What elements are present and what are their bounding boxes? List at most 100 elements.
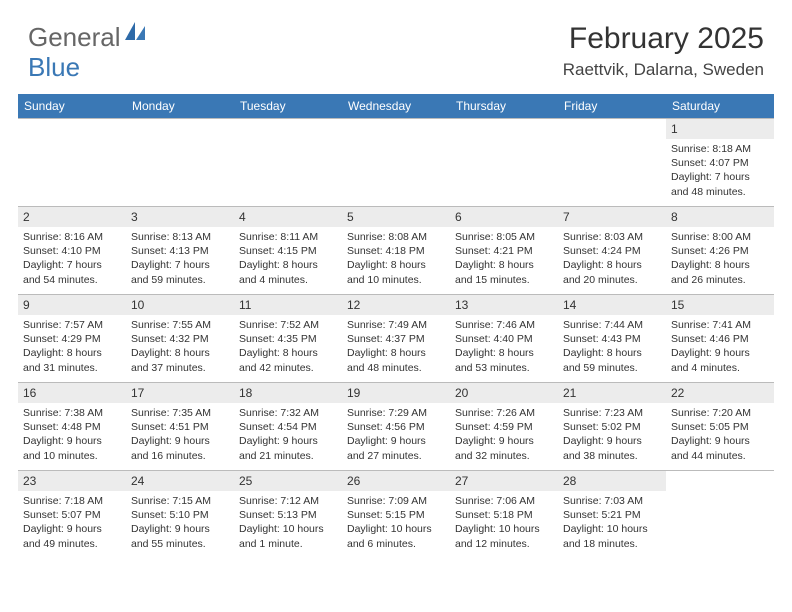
table-row: 9Sunrise: 7:57 AMSunset: 4:29 PMDaylight… [18, 295, 774, 383]
day-cell: 28Sunrise: 7:03 AMSunset: 5:21 PMDayligh… [558, 471, 666, 559]
day-details: Sunrise: 8:03 AMSunset: 4:24 PMDaylight:… [558, 227, 666, 290]
sunset-text: Sunset: 4:35 PM [239, 332, 337, 346]
day-cell: 25Sunrise: 7:12 AMSunset: 5:13 PMDayligh… [234, 471, 342, 559]
day-details: Sunrise: 7:06 AMSunset: 5:18 PMDaylight:… [450, 491, 558, 554]
daylight-text: Daylight: 9 hours and 55 minutes. [131, 522, 229, 550]
day-number: 22 [666, 383, 774, 403]
sunset-text: Sunset: 4:43 PM [563, 332, 661, 346]
sunset-text: Sunset: 4:26 PM [671, 244, 769, 258]
day-details: Sunrise: 7:15 AMSunset: 5:10 PMDaylight:… [126, 491, 234, 554]
sunrise-text: Sunrise: 8:13 AM [131, 230, 229, 244]
calendar-head: SundayMondayTuesdayWednesdayThursdayFrid… [18, 94, 774, 119]
sunrise-text: Sunrise: 8:05 AM [455, 230, 553, 244]
day-details: Sunrise: 7:55 AMSunset: 4:32 PMDaylight:… [126, 315, 234, 378]
day-cell: 24Sunrise: 7:15 AMSunset: 5:10 PMDayligh… [126, 471, 234, 559]
weekday-header: Thursday [450, 94, 558, 119]
sunrise-text: Sunrise: 7:35 AM [131, 406, 229, 420]
day-details: Sunrise: 8:11 AMSunset: 4:15 PMDaylight:… [234, 227, 342, 290]
sunrise-text: Sunrise: 7:52 AM [239, 318, 337, 332]
day-number: 6 [450, 207, 558, 227]
daylight-text: Daylight: 7 hours and 54 minutes. [23, 258, 121, 286]
sunset-text: Sunset: 4:37 PM [347, 332, 445, 346]
weekday-header: Tuesday [234, 94, 342, 119]
day-details: Sunrise: 7:49 AMSunset: 4:37 PMDaylight:… [342, 315, 450, 378]
sunset-text: Sunset: 4:54 PM [239, 420, 337, 434]
day-details: Sunrise: 7:09 AMSunset: 5:15 PMDaylight:… [342, 491, 450, 554]
day-number: 5 [342, 207, 450, 227]
sunrise-text: Sunrise: 8:18 AM [671, 142, 769, 156]
sunrise-text: Sunrise: 7:44 AM [563, 318, 661, 332]
sunset-text: Sunset: 4:18 PM [347, 244, 445, 258]
table-row: 23Sunrise: 7:18 AMSunset: 5:07 PMDayligh… [18, 471, 774, 559]
daylight-text: Daylight: 9 hours and 16 minutes. [131, 434, 229, 462]
day-details: Sunrise: 7:46 AMSunset: 4:40 PMDaylight:… [450, 315, 558, 378]
sunset-text: Sunset: 4:24 PM [563, 244, 661, 258]
location-text: Raettvik, Dalarna, Sweden [563, 60, 764, 80]
day-cell: 21Sunrise: 7:23 AMSunset: 5:02 PMDayligh… [558, 383, 666, 471]
weekday-header: Saturday [666, 94, 774, 119]
daylight-text: Daylight: 10 hours and 12 minutes. [455, 522, 553, 550]
day-details: Sunrise: 7:52 AMSunset: 4:35 PMDaylight:… [234, 315, 342, 378]
day-number: 10 [126, 295, 234, 315]
title-block: February 2025 Raettvik, Dalarna, Sweden [563, 22, 764, 80]
calendar-table: SundayMondayTuesdayWednesdayThursdayFrid… [18, 94, 774, 559]
sunrise-text: Sunrise: 7:29 AM [347, 406, 445, 420]
sunrise-text: Sunrise: 7:32 AM [239, 406, 337, 420]
day-details: Sunrise: 7:18 AMSunset: 5:07 PMDaylight:… [18, 491, 126, 554]
daylight-text: Daylight: 10 hours and 18 minutes. [563, 522, 661, 550]
sunset-text: Sunset: 4:13 PM [131, 244, 229, 258]
day-number: 21 [558, 383, 666, 403]
day-cell: 9Sunrise: 7:57 AMSunset: 4:29 PMDaylight… [18, 295, 126, 383]
sunset-text: Sunset: 5:15 PM [347, 508, 445, 522]
day-number: 4 [234, 207, 342, 227]
day-cell: 27Sunrise: 7:06 AMSunset: 5:18 PMDayligh… [450, 471, 558, 559]
sunset-text: Sunset: 5:05 PM [671, 420, 769, 434]
day-number: 9 [18, 295, 126, 315]
page-header: General February 2025 Raettvik, Dalarna,… [0, 0, 792, 88]
sunrise-text: Sunrise: 8:11 AM [239, 230, 337, 244]
day-number: 17 [126, 383, 234, 403]
sunset-text: Sunset: 5:02 PM [563, 420, 661, 434]
day-number: 18 [234, 383, 342, 403]
sunrise-text: Sunrise: 7:26 AM [455, 406, 553, 420]
daylight-text: Daylight: 8 hours and 37 minutes. [131, 346, 229, 374]
weekday-header: Sunday [18, 94, 126, 119]
table-row: 1Sunrise: 8:18 AMSunset: 4:07 PMDaylight… [18, 119, 774, 207]
sunset-text: Sunset: 4:15 PM [239, 244, 337, 258]
sunset-text: Sunset: 5:07 PM [23, 508, 121, 522]
day-number: 11 [234, 295, 342, 315]
day-details: Sunrise: 7:38 AMSunset: 4:48 PMDaylight:… [18, 403, 126, 466]
table-row: 16Sunrise: 7:38 AMSunset: 4:48 PMDayligh… [18, 383, 774, 471]
daylight-text: Daylight: 7 hours and 48 minutes. [671, 170, 769, 198]
sunset-text: Sunset: 4:07 PM [671, 156, 769, 170]
day-number: 19 [342, 383, 450, 403]
sunset-text: Sunset: 4:48 PM [23, 420, 121, 434]
day-cell [342, 119, 450, 207]
daylight-text: Daylight: 9 hours and 27 minutes. [347, 434, 445, 462]
day-number: 12 [342, 295, 450, 315]
daylight-text: Daylight: 8 hours and 53 minutes. [455, 346, 553, 374]
sunrise-text: Sunrise: 7:15 AM [131, 494, 229, 508]
day-cell: 12Sunrise: 7:49 AMSunset: 4:37 PMDayligh… [342, 295, 450, 383]
day-number: 16 [18, 383, 126, 403]
day-number: 20 [450, 383, 558, 403]
sunrise-text: Sunrise: 8:08 AM [347, 230, 445, 244]
sunset-text: Sunset: 5:10 PM [131, 508, 229, 522]
day-details: Sunrise: 8:00 AMSunset: 4:26 PMDaylight:… [666, 227, 774, 290]
day-number: 15 [666, 295, 774, 315]
day-cell: 1Sunrise: 8:18 AMSunset: 4:07 PMDaylight… [666, 119, 774, 207]
daylight-text: Daylight: 9 hours and 21 minutes. [239, 434, 337, 462]
day-cell: 18 Sunrise: 7:32 AMSunset: 4:54 PMDayligh… [234, 383, 342, 471]
sunrise-text: Sunrise: 7:09 AM [347, 494, 445, 508]
sunrise-text: Sunrise: 7:23 AM [563, 406, 661, 420]
daylight-text: Daylight: 8 hours and 59 minutes. [563, 346, 661, 374]
sunrise-text: Sunrise: 8:16 AM [23, 230, 121, 244]
sunrise-text: Sunrise: 7:18 AM [23, 494, 121, 508]
logo-word2: Blue [28, 52, 80, 82]
daylight-text: Daylight: 9 hours and 32 minutes. [455, 434, 553, 462]
day-number: 13 [450, 295, 558, 315]
day-cell [234, 119, 342, 207]
daylight-text: Daylight: 8 hours and 42 minutes. [239, 346, 337, 374]
daylight-text: Daylight: 8 hours and 4 minutes. [239, 258, 337, 286]
sunset-text: Sunset: 4:40 PM [455, 332, 553, 346]
